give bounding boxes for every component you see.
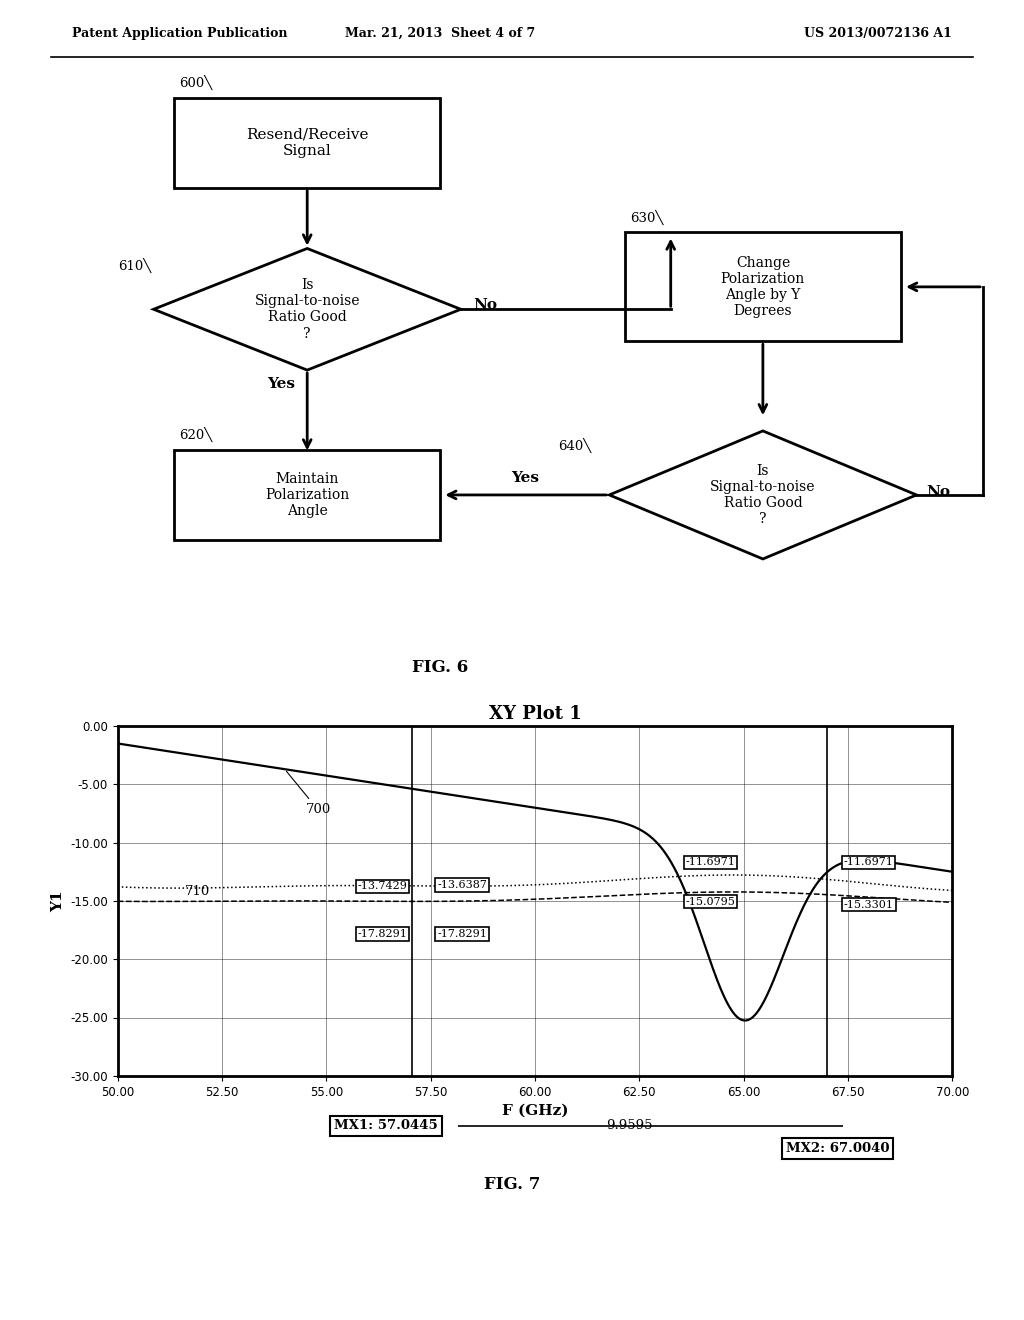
Text: Mar. 21, 2013  Sheet 4 of 7: Mar. 21, 2013 Sheet 4 of 7 — [345, 26, 536, 40]
FancyBboxPatch shape — [625, 232, 901, 342]
Text: 710: 710 — [184, 886, 210, 898]
Text: -11.6971: -11.6971 — [844, 858, 894, 867]
Text: MX2: 67.0040: MX2: 67.0040 — [785, 1142, 889, 1155]
Text: 610╲: 610╲ — [118, 259, 151, 273]
Text: Is
Signal-to-noise
Ratio Good
?: Is Signal-to-noise Ratio Good ? — [254, 279, 360, 341]
Text: 620╲: 620╲ — [179, 428, 212, 442]
Polygon shape — [609, 430, 916, 558]
Text: -17.8291: -17.8291 — [437, 929, 487, 939]
Title: XY Plot 1: XY Plot 1 — [488, 705, 582, 723]
Text: No: No — [473, 298, 497, 312]
Text: FIG. 7: FIG. 7 — [483, 1176, 541, 1192]
Text: Change
Polarization
Angle by Y
Degrees: Change Polarization Angle by Y Degrees — [721, 256, 805, 318]
Text: Yes: Yes — [267, 378, 296, 391]
Text: Yes: Yes — [511, 471, 539, 486]
Y-axis label: Y1: Y1 — [51, 890, 65, 912]
Text: -13.6387: -13.6387 — [437, 880, 487, 890]
Text: 700: 700 — [287, 771, 331, 817]
Text: -15.0795: -15.0795 — [685, 896, 735, 907]
Text: US 2013/0072136 A1: US 2013/0072136 A1 — [805, 26, 952, 40]
Text: Resend/Receive
Signal: Resend/Receive Signal — [246, 128, 369, 158]
Text: No: No — [927, 484, 950, 499]
Text: Patent Application Publication: Patent Application Publication — [72, 26, 287, 40]
Text: Maintain
Polarization
Angle: Maintain Polarization Angle — [265, 471, 349, 519]
Text: -17.8291: -17.8291 — [357, 929, 408, 939]
Text: -13.7429: -13.7429 — [357, 882, 408, 891]
Text: Is
Signal-to-noise
Ratio Good
?: Is Signal-to-noise Ratio Good ? — [710, 463, 816, 527]
Text: -11.6971: -11.6971 — [685, 858, 735, 867]
Text: 640╲: 640╲ — [558, 437, 591, 453]
Text: 630╲: 630╲ — [630, 210, 664, 224]
Text: MX1: 57.0445: MX1: 57.0445 — [334, 1119, 438, 1133]
Text: 9.9595: 9.9595 — [606, 1119, 653, 1133]
X-axis label: F (GHz): F (GHz) — [502, 1104, 568, 1118]
FancyBboxPatch shape — [174, 98, 440, 187]
Text: 600╲: 600╲ — [179, 75, 212, 90]
Text: FIG. 6: FIG. 6 — [413, 659, 468, 676]
FancyBboxPatch shape — [174, 450, 440, 540]
Polygon shape — [154, 248, 461, 370]
Text: -15.3301: -15.3301 — [844, 900, 894, 909]
